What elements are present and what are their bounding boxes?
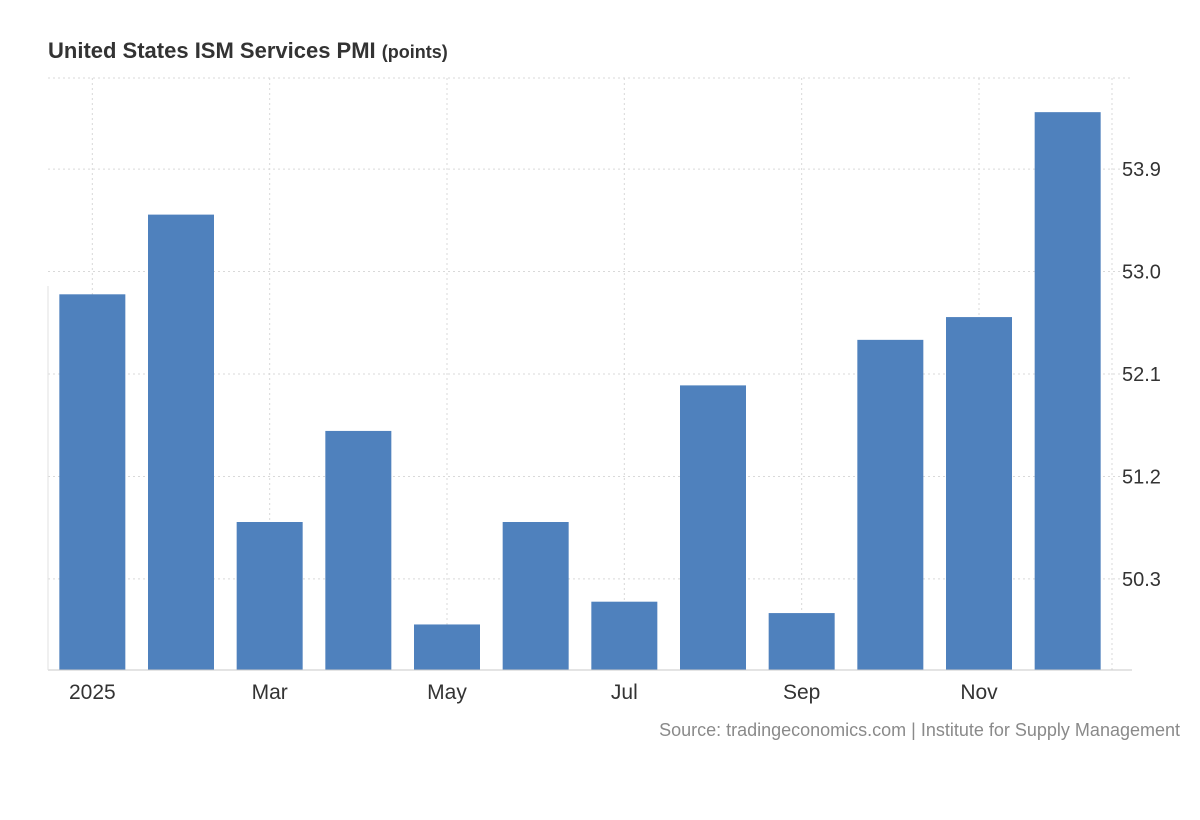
x-tick-label: Sep: [783, 681, 820, 704]
bar-jul[interactable]: [591, 601, 658, 670]
x-tick-label: May: [427, 681, 467, 704]
chart-unit: (points): [381, 42, 448, 62]
bar-dec[interactable]: [1034, 112, 1101, 670]
bar-jun[interactable]: [502, 522, 569, 670]
x-tick-label: Mar: [252, 681, 288, 704]
bar-mar[interactable]: [236, 522, 303, 670]
y-tick-label: 51.2: [1122, 466, 1161, 488]
y-axis-ticks: 50.3 51.2 52.1 53.0 53.9: [1122, 159, 1161, 591]
bars: [59, 112, 1101, 670]
bar-apr[interactable]: [325, 430, 392, 670]
bar-nov[interactable]: [946, 317, 1012, 670]
bar-feb[interactable]: [148, 214, 214, 670]
bar-aug[interactable]: [680, 385, 746, 670]
x-tick-label: Nov: [960, 681, 998, 704]
bar-sep[interactable]: [768, 613, 835, 670]
y-tick-label: 53.9: [1122, 159, 1161, 181]
axes: [47, 286, 1132, 671]
bar-oct[interactable]: [857, 339, 924, 670]
bar-may[interactable]: [414, 624, 480, 670]
bar-jan[interactable]: [59, 294, 126, 670]
x-axis-ticks: 2025 Mar May Jul Sep Nov: [69, 681, 998, 704]
chart-title-text: United States ISM Services PMI: [48, 38, 376, 63]
y-tick-label: 53.0: [1122, 262, 1161, 284]
x-tick-label: Jul: [611, 681, 638, 704]
y-tick-label: 52.1: [1122, 364, 1161, 386]
x-tick-label: 2025: [69, 681, 116, 704]
y-tick-label: 50.3: [1122, 569, 1161, 591]
chart-title: United States ISM Services PMI (points): [48, 38, 448, 64]
source-note: Source: tradingeconomics.com | Institute…: [659, 720, 1180, 740]
